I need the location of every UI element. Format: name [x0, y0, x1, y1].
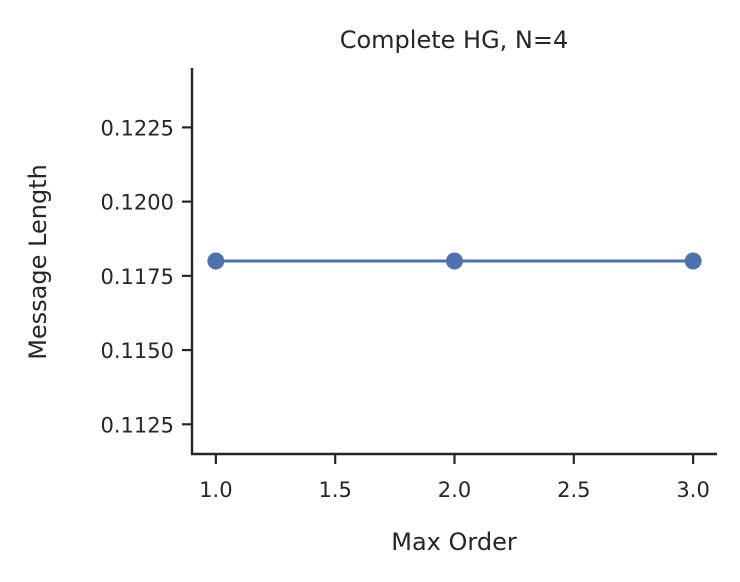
x-tick-label: 1.0 — [199, 478, 232, 502]
data-point — [684, 252, 702, 270]
data-point — [207, 252, 225, 270]
x-tick-label: 1.5 — [318, 478, 351, 502]
y-axis-ticks: 0.1125 0.1150 0.1175 0.1200 0.1225 — [101, 116, 192, 437]
x-axis-ticks: 1.0 1.5 2.0 2.5 3.0 — [199, 454, 710, 502]
y-tick-label: 0.1200 — [101, 191, 174, 215]
y-tick-label: 0.1125 — [101, 413, 174, 437]
x-axis-label: Max Order — [391, 528, 517, 556]
y-tick-label: 0.1225 — [101, 116, 174, 140]
series-layer — [207, 252, 702, 270]
y-tick-label: 0.1150 — [101, 339, 174, 363]
x-tick-label: 3.0 — [676, 478, 709, 502]
chart-title: Complete HG, N=4 — [340, 26, 569, 54]
y-tick-label: 0.1175 — [101, 265, 174, 289]
x-tick-label: 2.5 — [557, 478, 590, 502]
y-axis-label: Message Length — [24, 164, 52, 360]
data-point — [446, 252, 463, 270]
x-tick-label: 2.0 — [438, 478, 471, 502]
